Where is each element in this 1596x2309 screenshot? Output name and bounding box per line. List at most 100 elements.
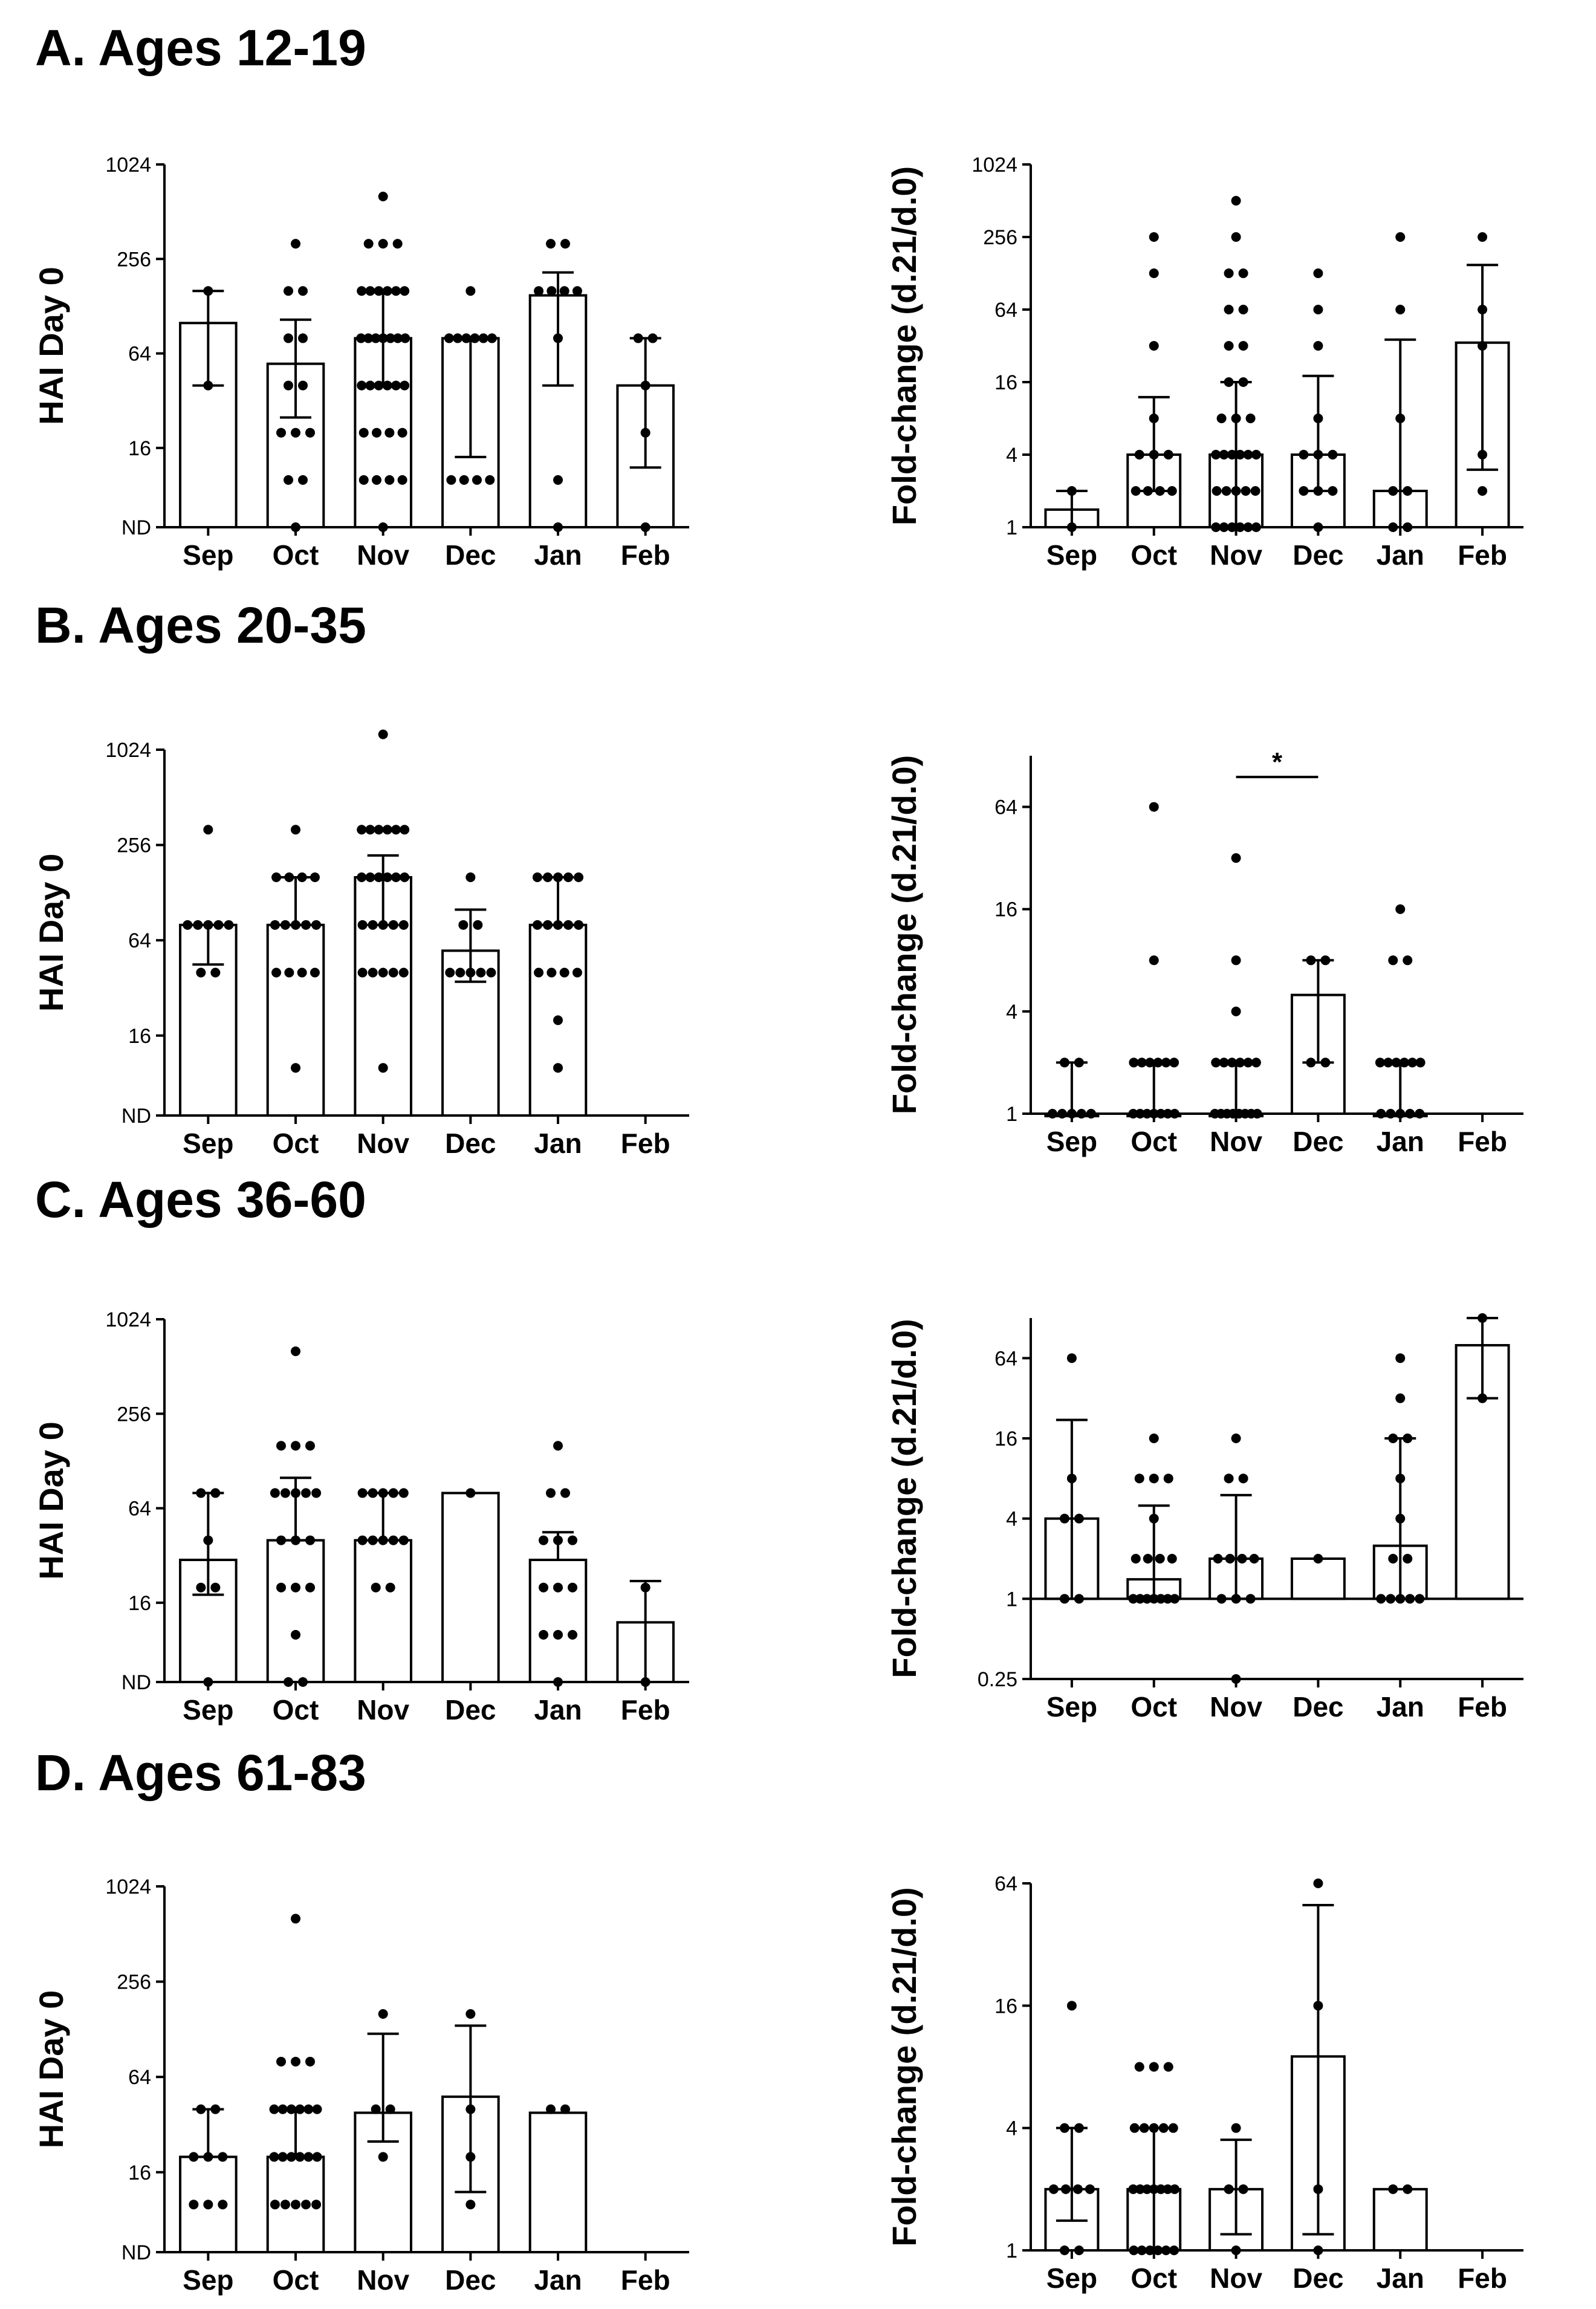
data-point	[311, 1488, 322, 1498]
data-point	[365, 872, 375, 883]
data-point	[189, 2200, 199, 2210]
data-point	[298, 286, 308, 296]
chart-B-left: ND 16 64 256 1024 HAI Day 0 Sep Oct Nov Dec Jan Feb	[32, 729, 689, 1159]
data-point	[486, 967, 496, 978]
data-point	[365, 825, 375, 835]
data-point	[270, 2200, 280, 2210]
x-tick-label-jan: Jan	[1377, 539, 1424, 571]
data-point	[1403, 2184, 1413, 2194]
data-point	[363, 333, 374, 343]
data-point	[1313, 341, 1323, 351]
x-tick-label-dec: Dec	[445, 1128, 496, 1159]
y-tick-label: 1024	[105, 154, 151, 177]
data-point	[1170, 1594, 1180, 1604]
x-tick-label-nov: Nov	[357, 1128, 409, 1159]
data-point	[1169, 1057, 1179, 1068]
data-point	[311, 920, 322, 930]
data-point	[1231, 1434, 1241, 1443]
data-point	[1231, 232, 1241, 242]
data-point	[1224, 341, 1234, 351]
data-point	[280, 1488, 290, 1498]
data-point	[485, 475, 495, 485]
chart-A-right: 1 4 16 64 256 1024 Fold-change (d.21/d.0) Sep Oc…	[885, 154, 1523, 571]
data-point	[553, 1629, 563, 1640]
data-point	[1163, 450, 1173, 460]
data-point	[574, 920, 584, 930]
x-tick-label-nov: Nov	[357, 2264, 409, 2296]
data-point	[547, 286, 557, 296]
data-point	[1251, 522, 1261, 532]
data-point	[445, 967, 455, 978]
data-point	[1156, 2184, 1166, 2194]
data-point	[1168, 2123, 1178, 2133]
bar-jan	[528, 1558, 588, 1683]
data-point	[553, 1015, 563, 1025]
x-tick-label-dec: Dec	[1293, 2262, 1343, 2294]
data-point	[382, 872, 392, 883]
data-point	[1376, 1594, 1386, 1604]
y-tick-label: 4	[1006, 444, 1017, 467]
y-tick-label: 1024	[105, 739, 151, 762]
data-point	[1216, 414, 1227, 423]
y-tick-label: 64	[994, 299, 1017, 322]
data-point	[357, 872, 367, 883]
y-tick-label: ND	[122, 2241, 151, 2264]
data-point	[465, 286, 476, 296]
x-tick-label-sep: Sep	[1046, 2262, 1097, 2294]
data-point	[547, 967, 557, 978]
data-point	[400, 380, 410, 391]
data-point	[398, 920, 409, 930]
data-point	[284, 1677, 293, 1687]
bar-nov	[354, 1539, 412, 1684]
data-point	[378, 1063, 388, 1073]
data-point	[560, 1488, 570, 1498]
data-point	[1224, 268, 1234, 278]
x-tick-label-nov: Nov	[357, 539, 409, 571]
panel-title-b: B. Ages 20-35	[35, 597, 366, 654]
x-tick-label-jan: Jan	[534, 539, 582, 571]
x-tick-label-oct: Oct	[273, 1128, 319, 1159]
significance-star: *	[1272, 747, 1283, 777]
x-tick-label-dec: Dec	[445, 2264, 496, 2296]
x-tick-label-sep: Sep	[183, 1128, 233, 1159]
data-point	[1313, 1554, 1323, 1564]
data-point	[1313, 522, 1323, 532]
data-point	[378, 522, 388, 532]
data-point	[291, 1063, 300, 1073]
y-tick-label: 256	[983, 226, 1017, 249]
data-point	[276, 1582, 286, 1593]
data-point	[374, 872, 384, 883]
data-point	[1085, 2184, 1095, 2194]
data-point	[398, 1535, 409, 1545]
chart-B-right: 1 4 16 64 Fold-change (d.21/d.0) Sep Oct Nov Dec…	[885, 747, 1523, 1157]
data-point	[1251, 1057, 1261, 1068]
data-point	[280, 2200, 290, 2210]
data-point	[298, 380, 308, 391]
data-point	[1241, 486, 1251, 496]
data-point	[1167, 1554, 1177, 1564]
data-point	[400, 286, 410, 296]
x-tick-label-feb: Feb	[621, 2264, 670, 2296]
data-point	[553, 1582, 563, 1593]
panel-title-d: D. Ages 61-83	[35, 1744, 366, 1801]
data-point	[284, 475, 293, 485]
x-tick-label-jan: Jan	[1377, 2262, 1424, 2294]
data-point	[291, 522, 300, 532]
data-point	[1059, 2246, 1069, 2255]
data-point	[553, 475, 563, 485]
y-tick-label: 16	[128, 1025, 151, 1048]
bar-jan	[528, 2111, 588, 2253]
data-point	[276, 427, 286, 438]
data-point	[1238, 305, 1248, 314]
panel-title-c: C. Ages 36-60	[35, 1171, 366, 1228]
data-point	[574, 872, 584, 883]
data-point	[203, 2200, 213, 2210]
data-point	[1243, 450, 1253, 460]
data-point	[1149, 268, 1159, 278]
data-point	[312, 2152, 322, 2162]
data-point	[1235, 450, 1245, 460]
data-point	[1224, 2184, 1234, 2194]
data-point	[397, 475, 407, 485]
y-axis-title: Fold-change (d.21/d.0)	[885, 166, 923, 525]
